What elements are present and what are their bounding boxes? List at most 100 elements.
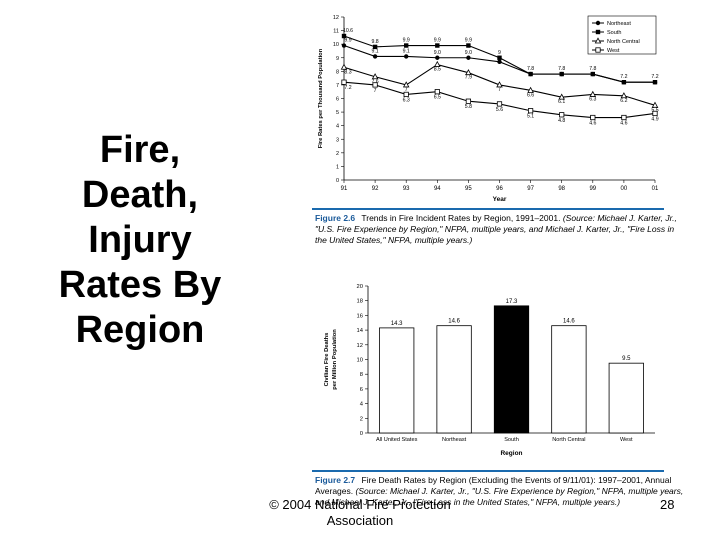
- data-point: [527, 86, 534, 93]
- y-tick-label: 6: [336, 97, 339, 103]
- y-tick-label: 9: [336, 56, 339, 62]
- data-point: [341, 33, 347, 39]
- figure-title: Trends in Fire Incident Rates by Region,…: [361, 213, 561, 223]
- y-tick-label: 1: [336, 164, 339, 170]
- bar: [436, 325, 472, 434]
- footer-line: Association: [326, 513, 394, 528]
- data-point: [528, 71, 533, 77]
- data-point: [341, 79, 347, 85]
- y-tick-label: 6: [360, 387, 363, 393]
- figure-2-6-caption: Figure 2.6 Trends in Fire Incident Rates…: [315, 213, 685, 246]
- x-axis-label: Region: [500, 450, 522, 457]
- data-label: 14.3: [391, 321, 403, 327]
- data-point: [466, 43, 471, 48]
- data-point: [465, 98, 471, 104]
- bar: [493, 305, 530, 434]
- data-label: 5.1: [527, 114, 534, 120]
- data-label: 9.9: [344, 38, 351, 44]
- x-tick-label: West: [620, 437, 633, 443]
- data-point: [559, 112, 565, 118]
- data-point: [404, 43, 409, 48]
- y-tick-label: 16: [357, 313, 363, 319]
- data-label: 7: [374, 88, 377, 94]
- y-tick-label: 0: [336, 178, 339, 184]
- caption-rule: [312, 470, 664, 472]
- y-tick-label: 14: [357, 328, 364, 334]
- y-tick-label: 2: [360, 416, 363, 422]
- data-label: 7: [405, 87, 408, 93]
- data-label: 14.6: [448, 319, 460, 325]
- data-point: [340, 63, 348, 70]
- data-point: [527, 108, 534, 114]
- data-label: 4.8: [558, 118, 565, 124]
- data-label: 9.8: [371, 39, 378, 45]
- bar: [379, 327, 415, 434]
- x-tick-label: 95: [465, 186, 472, 192]
- figure-title: Fire Death Rates by Region (Excluding th…: [315, 475, 672, 496]
- x-tick-label: 92: [372, 186, 379, 192]
- y-tick-label: 8: [360, 372, 363, 378]
- y-tick-label: 10: [333, 42, 339, 48]
- data-point: [465, 69, 472, 76]
- data-label: 7.2: [651, 74, 658, 80]
- series-west: 7.2 7 6.3 6.5 5.8 5.6 5.1 4.8 4.6 4.6 4.9: [341, 79, 659, 127]
- x-tick-label: 98: [558, 186, 565, 192]
- data-label: 9.1: [371, 48, 378, 54]
- data-label: 8.5: [434, 67, 441, 73]
- y-tick-label: 4: [360, 402, 364, 408]
- y-tick-label: 12: [333, 15, 339, 21]
- data-point: [466, 55, 471, 60]
- caption-rule: [312, 208, 664, 210]
- data-label: 10.6: [343, 28, 353, 34]
- title-line: Fire,: [99, 129, 181, 171]
- data-point: [558, 93, 565, 100]
- data-label: 7.6: [371, 79, 378, 85]
- y-tick-label: 7: [336, 83, 339, 89]
- data-point: [497, 55, 502, 60]
- y-axis-label: Civilian Fire Deaths per Million Populati…: [324, 329, 338, 390]
- data-point: [403, 91, 409, 98]
- data-point: [589, 90, 597, 97]
- data-label: 7.8: [527, 66, 534, 72]
- data-label: 7.9: [465, 75, 472, 81]
- data-point: [621, 80, 627, 85]
- data-label: 7.8: [558, 66, 565, 72]
- page-number: 28: [660, 497, 675, 512]
- data-label: 9.0: [465, 50, 472, 56]
- data-point: [434, 60, 441, 67]
- slide-title: Fire, Death, Injury Rates By Region: [20, 128, 260, 353]
- x-tick-label: 94: [434, 186, 441, 192]
- data-point: [402, 81, 410, 88]
- legend-marker: [595, 20, 601, 26]
- data-point: [371, 73, 379, 80]
- data-point: [404, 54, 409, 59]
- data-label: 8.3: [344, 69, 351, 75]
- data-point: [590, 114, 596, 121]
- y-tick-label: 2: [336, 151, 339, 157]
- data-point: [434, 89, 440, 95]
- figure-label: Figure 2.7: [315, 475, 356, 485]
- x-tick-label: 97: [527, 186, 534, 192]
- data-label: 6.5: [434, 95, 441, 101]
- y-tick-label: 20: [357, 284, 363, 290]
- x-tick-label: All United States: [376, 437, 418, 443]
- y-tick-label: 12: [357, 343, 363, 349]
- legend-entry: North Central: [607, 39, 640, 45]
- data-label: 9.9: [465, 38, 472, 44]
- data-label: 6.3: [589, 96, 596, 102]
- data-label: 9.9: [403, 38, 410, 44]
- fire-death-bar-chart: 0 2 4 6 8 10 12 14 16 18 20 14.3 All United States 14…: [324, 284, 655, 457]
- legend-entry: Northeast: [607, 21, 631, 27]
- x-tick-label: 99: [589, 186, 596, 192]
- y-tick-label: 10: [357, 358, 363, 364]
- series-south: 10.6 9.8 9.9 9.9 9.9 9: [341, 28, 658, 85]
- bar: [551, 325, 587, 434]
- figure-source: (Source: Michael J. Karter, Jr., "U.S. F…: [315, 486, 684, 507]
- y-tick-label: 0: [360, 431, 363, 437]
- data-point: [590, 71, 595, 77]
- series-north-central: 8.3 7.6 7 8.5 7.9 7 6.6 6.1 6.3 6.2 5.5: [340, 60, 659, 113]
- data-label: 9.5: [622, 356, 631, 362]
- legend: Northeast South North Central West: [587, 15, 657, 55]
- data-point: [496, 81, 503, 88]
